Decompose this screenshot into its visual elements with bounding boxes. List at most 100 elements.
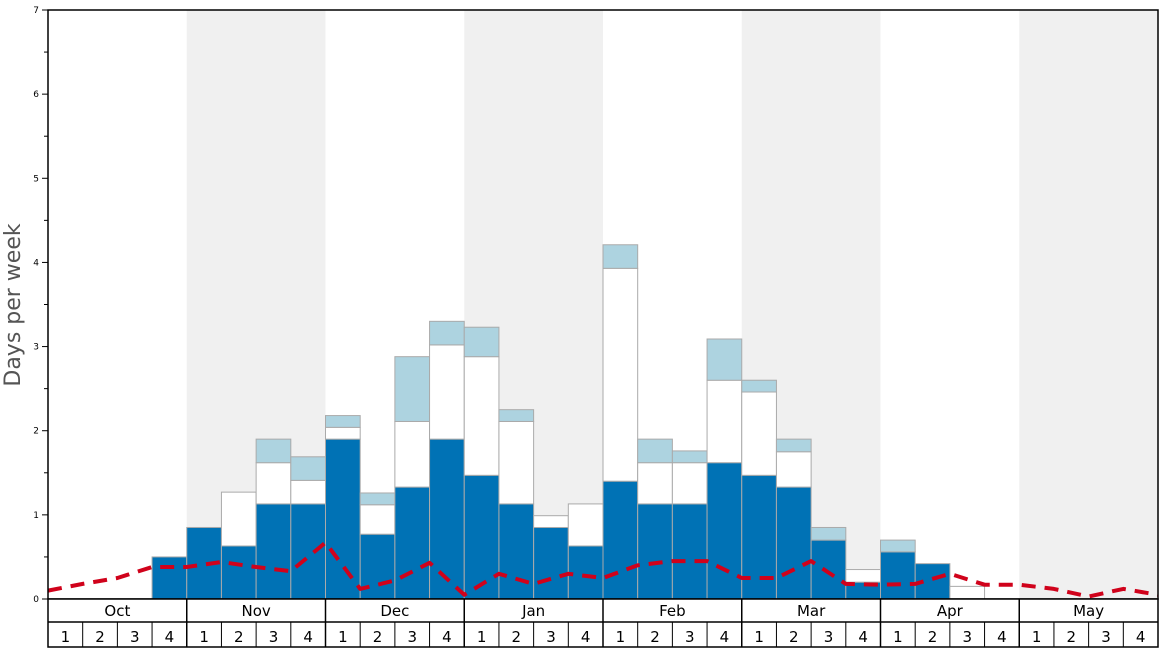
- week-label: 4: [1136, 628, 1146, 646]
- bar-light-week-22: [775, 438, 812, 453]
- bar-dark-week-15: [533, 526, 569, 600]
- bar-white-week-22: [775, 451, 812, 488]
- bar-dark-week-18: [637, 503, 673, 600]
- bar-light-week-18: [637, 438, 673, 464]
- week-label: 1: [61, 628, 71, 646]
- bar-light-week-21: [741, 379, 777, 393]
- bar-white-week-9: [325, 426, 361, 440]
- bar-dark-week-25: [880, 551, 916, 600]
- week-label: 1: [893, 628, 903, 646]
- bar-white-week-24: [845, 569, 881, 583]
- bar-dark-week-23: [810, 539, 847, 600]
- week-label: 4: [165, 628, 175, 646]
- week-label: 3: [130, 628, 140, 646]
- bar-dark-week-22: [775, 486, 812, 600]
- ytick-label: 5: [33, 174, 39, 184]
- bar-white-week-8: [290, 479, 326, 505]
- month-label-jan: Jan: [521, 602, 545, 620]
- ytick-label: 7: [33, 6, 39, 16]
- week-label: 3: [269, 628, 279, 646]
- week-label: 3: [1101, 628, 1111, 646]
- bar-white-week-21: [741, 391, 777, 476]
- bar-dark-week-19: [671, 503, 708, 600]
- bar-light-week-20: [706, 338, 743, 381]
- bar-white-week-12: [429, 344, 465, 440]
- month-label-apr: Apr: [937, 602, 964, 620]
- bar-light-week-13: [463, 326, 500, 358]
- month-label-feb: Feb: [659, 602, 686, 620]
- month-label-dec: Dec: [380, 602, 409, 620]
- bar-white-week-14: [498, 420, 535, 505]
- week-label: 2: [928, 628, 938, 646]
- bar-light-week-12: [429, 320, 465, 346]
- week-label: 2: [789, 628, 799, 646]
- bar-white-week-15: [533, 515, 569, 528]
- week-label: 3: [407, 628, 417, 646]
- bar-light-week-19: [671, 450, 708, 464]
- bar-white-week-13: [463, 356, 500, 476]
- bar-white-week-6: [220, 491, 257, 547]
- bar-white-week-19: [671, 462, 708, 505]
- bar-white-week-11: [394, 420, 431, 488]
- week-label: 3: [962, 628, 972, 646]
- month-label-oct: Oct: [104, 602, 130, 620]
- ytick-label: 2: [33, 427, 39, 437]
- bar-light-week-11: [394, 356, 431, 422]
- bar-light-week-8: [290, 456, 326, 481]
- bar-light-week-14: [498, 409, 535, 422]
- ytick-label: 6: [33, 90, 39, 100]
- bar-dark-week-13: [463, 474, 500, 600]
- bar-dark-week-4: [151, 556, 188, 600]
- week-label: 4: [997, 628, 1007, 646]
- week-label: 1: [754, 628, 764, 646]
- bar-white-week-16: [567, 503, 604, 547]
- bar-light-week-25: [880, 539, 916, 553]
- bar-dark-week-14: [498, 503, 535, 600]
- week-label: 3: [546, 628, 556, 646]
- week-label: 3: [824, 628, 834, 646]
- bar-white-week-17: [602, 267, 639, 482]
- week-label: 2: [373, 628, 383, 646]
- ytick-label: 1: [33, 511, 39, 521]
- bar-dark-week-16: [567, 545, 604, 600]
- bar-white-week-7: [255, 462, 292, 505]
- month-label-may: May: [1073, 602, 1104, 620]
- bar-light-week-7: [255, 438, 292, 464]
- week-label: 4: [303, 628, 313, 646]
- y-axis-label: Days per week: [1, 223, 26, 386]
- week-label: 2: [650, 628, 660, 646]
- bar-white-week-20: [706, 379, 743, 464]
- bar-light-week-10: [359, 492, 396, 506]
- bar-dark-week-21: [741, 474, 777, 600]
- week-label: 4: [720, 628, 730, 646]
- week-label: 4: [442, 628, 452, 646]
- bar-light-week-17: [602, 244, 639, 269]
- bar-dark-week-6: [220, 545, 257, 600]
- week-label: 2: [512, 628, 522, 646]
- week-label: 1: [1032, 628, 1042, 646]
- month-label-nov: Nov: [241, 602, 270, 620]
- bar-light-week-23: [810, 526, 847, 541]
- bar-dark-week-11: [394, 486, 431, 600]
- bar-dark-week-9: [325, 438, 361, 600]
- week-label: 1: [477, 628, 487, 646]
- ytick-label: 0: [33, 595, 39, 605]
- bar-white-week-18: [637, 462, 673, 505]
- bar-white-week-27: [949, 585, 986, 600]
- week-label: 1: [616, 628, 626, 646]
- week-label: 4: [581, 628, 591, 646]
- ytick-label: 4: [33, 258, 39, 268]
- month-shade-may: [1019, 10, 1158, 599]
- month-label-mar: Mar: [797, 602, 826, 620]
- week-label: 2: [95, 628, 105, 646]
- bar-white-week-10: [359, 504, 396, 535]
- week-label: 1: [199, 628, 209, 646]
- week-label: 3: [685, 628, 695, 646]
- week-label: 2: [234, 628, 244, 646]
- week-label: 4: [858, 628, 868, 646]
- bar-light-week-9: [325, 415, 361, 428]
- bar-dark-week-12: [429, 438, 465, 600]
- ytick-label: 3: [33, 343, 39, 353]
